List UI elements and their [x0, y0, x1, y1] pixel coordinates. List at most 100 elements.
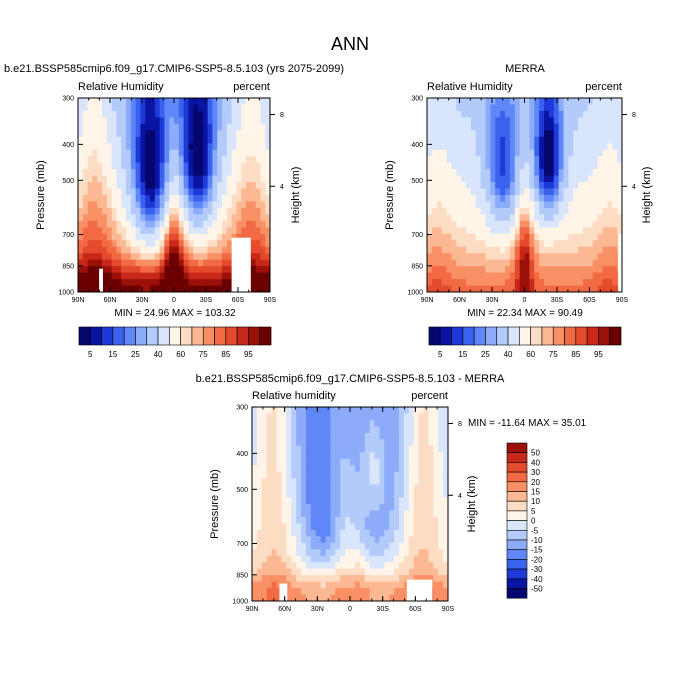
field-cell [456, 104, 462, 112]
field-cell [438, 555, 444, 563]
field-cell [369, 419, 375, 427]
field-cell [534, 285, 540, 293]
field-cell [505, 272, 511, 280]
field-cell [480, 253, 486, 261]
field-cell [345, 491, 351, 498]
panel-obs: MERRA Relative Humidity percent 90N 60N 30… [384, 63, 653, 359]
field-cell [102, 246, 108, 254]
field-cell [500, 246, 506, 254]
field-cell [413, 504, 419, 511]
field-cell [315, 471, 321, 479]
field-cell [116, 259, 122, 267]
field-cell [266, 542, 272, 550]
field-cell [359, 575, 366, 582]
field-cell [276, 491, 282, 498]
field-cell [260, 182, 266, 189]
field-cell [539, 207, 545, 215]
field-cell [236, 201, 242, 209]
field-cell [154, 188, 160, 196]
field-cell [475, 214, 482, 222]
field-cell [441, 214, 447, 222]
field-cell [427, 201, 433, 209]
field-cell [169, 253, 175, 261]
field-cell [335, 407, 341, 414]
field-cell [369, 426, 375, 434]
field-cell [140, 188, 146, 196]
field-cell [78, 110, 84, 118]
field-cell [87, 201, 93, 209]
field-cell [183, 149, 189, 157]
field-cell [451, 188, 457, 196]
field-cell [466, 266, 472, 273]
field-cell [456, 246, 462, 254]
field-cell [150, 195, 156, 202]
field-cell [207, 98, 213, 105]
field-cell [87, 220, 93, 228]
field-cell [193, 149, 199, 157]
field-cell [500, 214, 506, 222]
field-cell [217, 195, 223, 202]
field-cell [524, 156, 530, 164]
field-cell [592, 246, 599, 254]
field-cell [505, 195, 511, 202]
field-cell [188, 175, 194, 183]
field-cell [514, 98, 521, 105]
field-cell [592, 266, 599, 273]
field-cell [271, 588, 277, 595]
field-cell [369, 465, 375, 473]
field-cell [164, 195, 170, 202]
field-cell [438, 588, 444, 595]
field-cell [183, 227, 189, 235]
field-cell [548, 175, 555, 183]
field-cell [202, 156, 208, 164]
field-cell [374, 452, 380, 460]
field-cell [558, 214, 564, 222]
field-cell [612, 214, 618, 222]
field-cell [266, 497, 272, 505]
field-cell [325, 575, 331, 582]
field-cell [475, 201, 482, 209]
field-cell [193, 123, 199, 131]
field-cell [451, 169, 457, 176]
field-cell [252, 594, 258, 602]
field-cell [431, 123, 438, 131]
field-cell [320, 419, 326, 427]
field-cell [111, 246, 117, 254]
field-cell [193, 259, 199, 267]
field-cell [178, 149, 184, 157]
field-cell [578, 266, 584, 273]
field-cell [539, 123, 545, 131]
field-cell [116, 220, 122, 228]
field-cell [466, 272, 472, 280]
field-cell [563, 253, 569, 261]
field-cell [271, 549, 277, 557]
field-cell [82, 123, 88, 131]
field-cell [519, 162, 525, 170]
field-cell [379, 529, 385, 537]
field-cell [436, 259, 443, 267]
field-cell [325, 536, 331, 544]
field-cell [519, 214, 525, 222]
field-cell [126, 117, 132, 125]
field-cell [246, 195, 252, 202]
field-cell [252, 419, 258, 427]
field-cell [188, 285, 194, 293]
field-cell [183, 272, 189, 280]
field-cell [456, 279, 462, 286]
field-cell [500, 175, 506, 183]
field-cell [183, 266, 189, 273]
field-cell [394, 575, 400, 582]
field-cell [174, 136, 180, 144]
field-cell [475, 188, 482, 196]
field-cell [369, 549, 375, 557]
field-cell [261, 432, 268, 440]
field-cell [524, 136, 530, 144]
field-cell [252, 575, 258, 582]
field-cell [296, 536, 302, 544]
field-cell [169, 220, 175, 228]
field-cell [539, 279, 545, 286]
field-cell [130, 156, 136, 164]
field-cell [335, 497, 341, 505]
field-cell [427, 98, 433, 105]
field-cell [135, 259, 141, 267]
